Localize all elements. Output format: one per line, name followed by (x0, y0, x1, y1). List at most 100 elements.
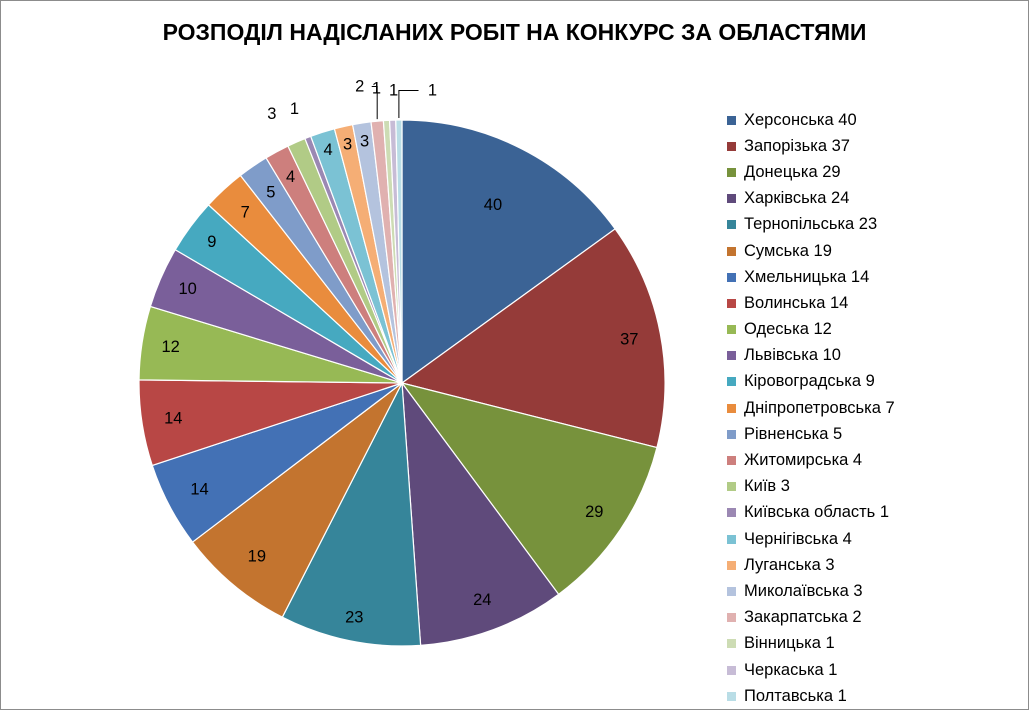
legend-swatch (727, 351, 736, 361)
legend-label: Запорізька 37 (744, 136, 850, 155)
legend-label: Тернопільська 23 (744, 215, 878, 234)
legend-item: Кіровоградська 9 (727, 369, 895, 395)
legend-label: Львівська 10 (744, 346, 841, 365)
legend-item: Черкаська 1 (727, 657, 895, 683)
legend-swatch (727, 482, 736, 492)
legend-swatch (727, 508, 736, 518)
legend-label: Харківська 24 (744, 189, 850, 208)
data-label: 1 (290, 100, 299, 118)
pie-slice (395, 119, 403, 384)
data-label: 1 (389, 82, 398, 100)
legend-swatch (727, 115, 736, 125)
legend-label: Вінницька 1 (744, 634, 835, 653)
legend-swatch (727, 220, 736, 230)
legend-swatch (727, 325, 736, 335)
legend-item: Запорізька 37 (727, 133, 895, 159)
legend-label: Луганська 3 (744, 555, 835, 574)
legend-label: Полтавська 1 (744, 686, 847, 705)
legend-item: Харківська 24 (727, 186, 895, 212)
legend-item: Волинська 14 (727, 290, 895, 316)
data-label: 1 (428, 81, 437, 99)
legend-label: Київ 3 (744, 477, 790, 496)
legend-swatch (727, 194, 736, 204)
legend-item: Вінницька 1 (727, 631, 895, 657)
legend-swatch (727, 246, 736, 256)
legend-swatch (727, 665, 736, 675)
data-label: 24 (473, 591, 491, 609)
legend-label: Одеська 12 (744, 320, 832, 339)
data-label: 1 (372, 79, 381, 97)
legend-swatch (727, 456, 736, 466)
leader-line (398, 89, 419, 119)
legend-label: Сумська 19 (744, 241, 832, 260)
legend-label: Хмельницька 14 (744, 267, 870, 286)
data-label: 10 (178, 280, 196, 298)
data-label: 14 (164, 409, 182, 427)
legend-item: Сумська 19 (727, 238, 895, 264)
chart-title: РОЗПОДІЛ НАДІСЛАНИХ РОБІТ НА КОНКУРС ЗА … (162, 19, 867, 45)
data-label: 19 (248, 547, 266, 565)
data-label: 12 (162, 338, 180, 356)
legend-item: Львівська 10 (727, 343, 895, 369)
legend-item: Київська область 1 (727, 500, 895, 526)
pie-slice (401, 119, 616, 385)
pie-slice (191, 382, 403, 619)
data-label: 29 (585, 503, 603, 521)
legend-label: Кіровоградська 9 (744, 372, 875, 391)
legend-item: Херсонська 40 (727, 107, 895, 133)
data-label: 2 (355, 78, 364, 96)
legend-swatch (727, 429, 736, 439)
legend-swatch (727, 167, 736, 177)
legend-item: Житомирська 4 (727, 447, 895, 473)
legend-item: Хмельницька 14 (727, 264, 895, 290)
legend-label: Дніпропетровська 7 (744, 398, 895, 417)
legend-item: Закарпатська 2 (727, 605, 895, 631)
legend: Херсонська 40 Запорізька 37 Донецька 29 Хар… (727, 107, 895, 709)
data-label: 14 (190, 481, 208, 499)
legend-label: Донецька 29 (744, 162, 841, 181)
legend-label: Житомирська 4 (744, 451, 863, 470)
data-label: 5 (266, 183, 275, 201)
legend-swatch (727, 560, 736, 570)
legend-swatch (727, 298, 736, 308)
legend-item: Чернігівська 4 (727, 526, 895, 552)
legend-label: Закарпатська 2 (744, 608, 862, 627)
legend-item: Київ 3 (727, 474, 895, 500)
legend-swatch (727, 377, 736, 387)
data-label: 3 (267, 105, 276, 123)
legend-item: Миколаївська 3 (727, 578, 895, 604)
legend-swatch (727, 639, 736, 649)
data-label: 4 (286, 168, 295, 186)
legend-label: Рівненська 5 (744, 424, 843, 443)
legend-swatch (727, 534, 736, 544)
legend-swatch (727, 403, 736, 413)
legend-swatch (727, 613, 736, 623)
legend-label: Чернігівська 4 (744, 529, 852, 548)
leader-line (371, 86, 378, 120)
pie-slice (400, 228, 666, 449)
legend-swatch (727, 141, 736, 151)
data-label: 3 (343, 136, 352, 154)
legend-label: Волинська 14 (744, 293, 849, 312)
data-label: 23 (345, 609, 363, 627)
pie-slice (281, 380, 422, 647)
legend-swatch (727, 272, 736, 282)
legend-label: Київська область 1 (744, 503, 890, 522)
legend-item: Донецька 29 (727, 159, 895, 185)
legend-swatch (727, 691, 736, 701)
legend-item: Одеська 12 (727, 317, 895, 343)
legend-label: Херсонська 40 (744, 110, 857, 129)
legend-item: Дніпропетровська 7 (727, 395, 895, 421)
legend-item: Тернопільська 23 (727, 212, 895, 238)
data-label: 9 (207, 233, 216, 251)
data-label: 7 (241, 204, 250, 222)
legend-item: Полтавська 1 (727, 683, 895, 709)
legend-item: Луганська 3 (727, 552, 895, 578)
legend-swatch (727, 586, 736, 596)
data-label: 3 (360, 132, 369, 150)
legend-label: Черкаська 1 (744, 660, 838, 679)
data-label: 37 (620, 331, 638, 349)
data-label: 4 (323, 141, 332, 159)
